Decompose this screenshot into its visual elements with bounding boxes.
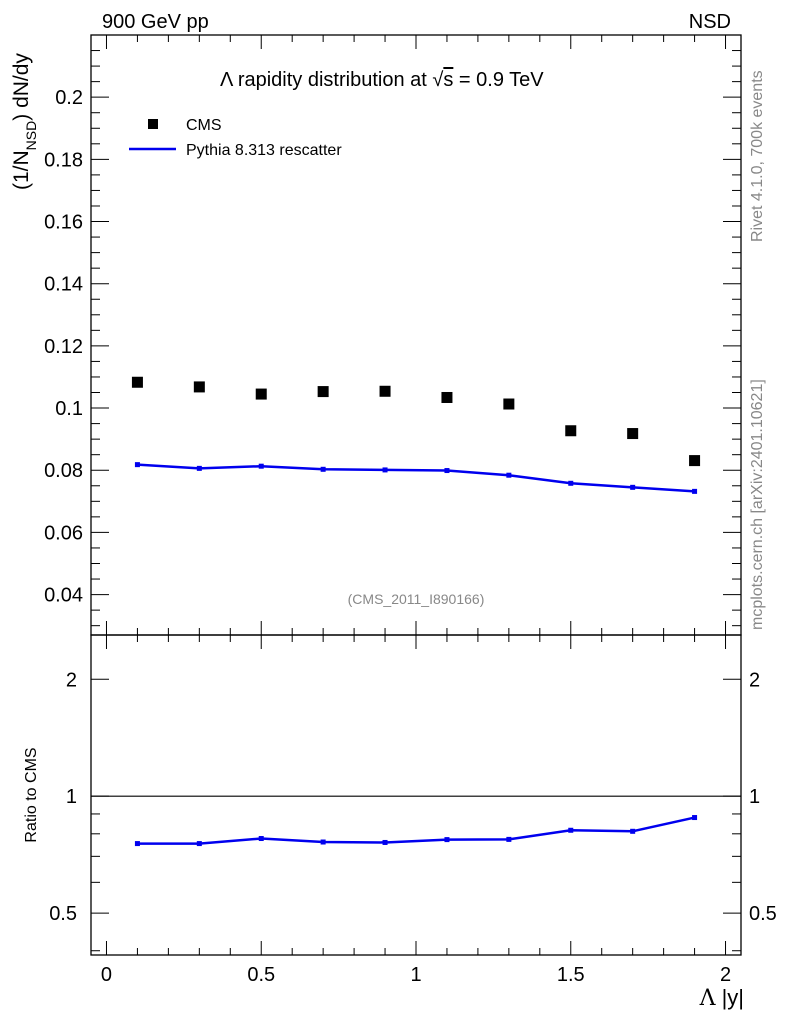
ratio-ylabel: Ratio to CMS xyxy=(23,747,40,842)
ratio-plot-frame xyxy=(90,634,742,956)
main-y-tick-label: 0.04 xyxy=(44,585,83,607)
x-tick-label: 2 xyxy=(720,964,731,986)
ylabel-tail: ) dN/dy xyxy=(10,53,33,121)
xlabel-lambda: Λ xyxy=(699,986,717,1011)
x-tick-label: 1.5 xyxy=(557,964,585,986)
pythia-series-line xyxy=(137,463,695,493)
legend-cms-label: CMS xyxy=(186,117,222,134)
pythia-data-point xyxy=(320,466,326,472)
ratio-series-line xyxy=(137,816,695,845)
ratio-axis-ticks xyxy=(91,635,741,955)
cms-data-point xyxy=(255,388,267,400)
cms-data-point xyxy=(193,381,205,393)
rivet-info-text: Rivet 4.1.0, 700k events xyxy=(749,70,766,242)
ratio-data-point xyxy=(134,841,140,847)
title-s: s xyxy=(443,69,453,91)
ratio-data-point xyxy=(320,839,326,845)
main-y-tick-label: 0.06 xyxy=(44,522,83,544)
ratio-y-tick-label: 0.5 xyxy=(49,903,77,925)
main-y-tick-label: 0.1 xyxy=(55,398,83,420)
ratio-data-point xyxy=(258,836,264,842)
x-tick-label: 1 xyxy=(410,964,421,986)
main-y-tick-labels: 0.04 0.06 0.08 0.1 0.12 0.14 0.16 0.18 0.2 xyxy=(44,87,83,606)
cms-data-point xyxy=(379,385,391,397)
cms-data-point xyxy=(503,398,515,410)
main-y-tick-label: 0.2 xyxy=(55,87,83,109)
pythia-data-point xyxy=(630,484,636,490)
ratio-data-point xyxy=(506,836,512,842)
pythia-data-point xyxy=(568,480,574,486)
main-y-tick-label: 0.14 xyxy=(44,274,83,296)
x-tick-label: 0 xyxy=(101,964,112,986)
title-prefix: Λ rapidity distribution at xyxy=(220,69,432,91)
xlabel-tail: |y| xyxy=(715,985,744,1010)
ylabel-subscript: NSD xyxy=(23,121,39,151)
main-y-tick-label: 0.16 xyxy=(44,212,83,234)
ratio-series-group xyxy=(91,795,741,847)
ratio-data-point xyxy=(444,837,450,843)
analysis-id-label: (CMS_2011_I890166) xyxy=(348,591,485,607)
cms-data-point xyxy=(565,425,577,437)
main-series-group xyxy=(131,376,701,494)
ratio-y-tick-label-right: 0.5 xyxy=(749,903,777,925)
ratio-y-tick-label-right: 2 xyxy=(749,669,760,691)
title-suffix: = 0.9 TeV xyxy=(453,69,544,91)
main-plot-title: Λ rapidity distribution at √s = 0.9 TeV xyxy=(220,69,544,91)
x-axis-label: Λ |y| xyxy=(699,985,744,1011)
ratio-data-point xyxy=(196,841,202,847)
ratio-data-point xyxy=(692,815,698,821)
pythia-data-point xyxy=(692,488,698,494)
main-y-tick-label: 0.08 xyxy=(44,460,83,482)
cms-data-point xyxy=(441,391,453,403)
x-tick-labels: 0 0.5 1 1.5 2 xyxy=(101,964,731,986)
pythia-data-point xyxy=(134,462,140,468)
ratio-data-point xyxy=(382,839,388,845)
x-tick-label: 0.5 xyxy=(247,964,275,986)
mcplots-info-text: mcplots.cern.ch [arXiv:2401.10621] xyxy=(749,379,766,630)
ratio-y-tick-label: 2 xyxy=(66,669,77,691)
pythia-data-point xyxy=(506,472,512,478)
pythia-data-point xyxy=(196,465,202,471)
pythia-data-point xyxy=(382,467,388,473)
main-y-tick-label: 0.18 xyxy=(44,149,83,171)
main-y-tick-label: 0.12 xyxy=(44,336,83,358)
ratio-data-point xyxy=(568,827,574,833)
ratio-data-point xyxy=(630,828,636,834)
pythia-data-point xyxy=(258,463,264,469)
cms-data-point xyxy=(317,386,329,398)
ratio-y-tick-labels: 0.5 0.5 1 1 2 2 xyxy=(49,669,777,925)
header-right-label: NSD xyxy=(689,11,731,33)
ratio-y-tick-label: 1 xyxy=(66,786,77,808)
header-left-label: 900 GeV pp xyxy=(102,11,209,33)
pythia-data-point xyxy=(444,468,450,474)
cms-data-point xyxy=(689,455,701,467)
cms-data-point xyxy=(627,428,639,440)
ylabel-main-part: (1/N xyxy=(10,150,33,190)
main-ylabel: (1/NNSD) dN/dy xyxy=(10,53,39,190)
cms-data-point xyxy=(131,376,143,388)
title-sqrt-sign: √ xyxy=(432,69,443,91)
legend-cms-marker xyxy=(148,119,158,129)
ratio-y-tick-label-right: 1 xyxy=(749,786,760,808)
legend-pythia-label: Pythia 8.313 rescatter xyxy=(186,142,342,159)
